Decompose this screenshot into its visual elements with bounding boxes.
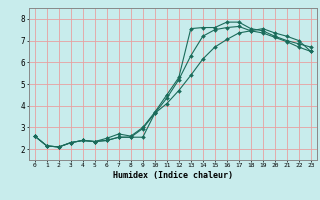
- X-axis label: Humidex (Indice chaleur): Humidex (Indice chaleur): [113, 171, 233, 180]
